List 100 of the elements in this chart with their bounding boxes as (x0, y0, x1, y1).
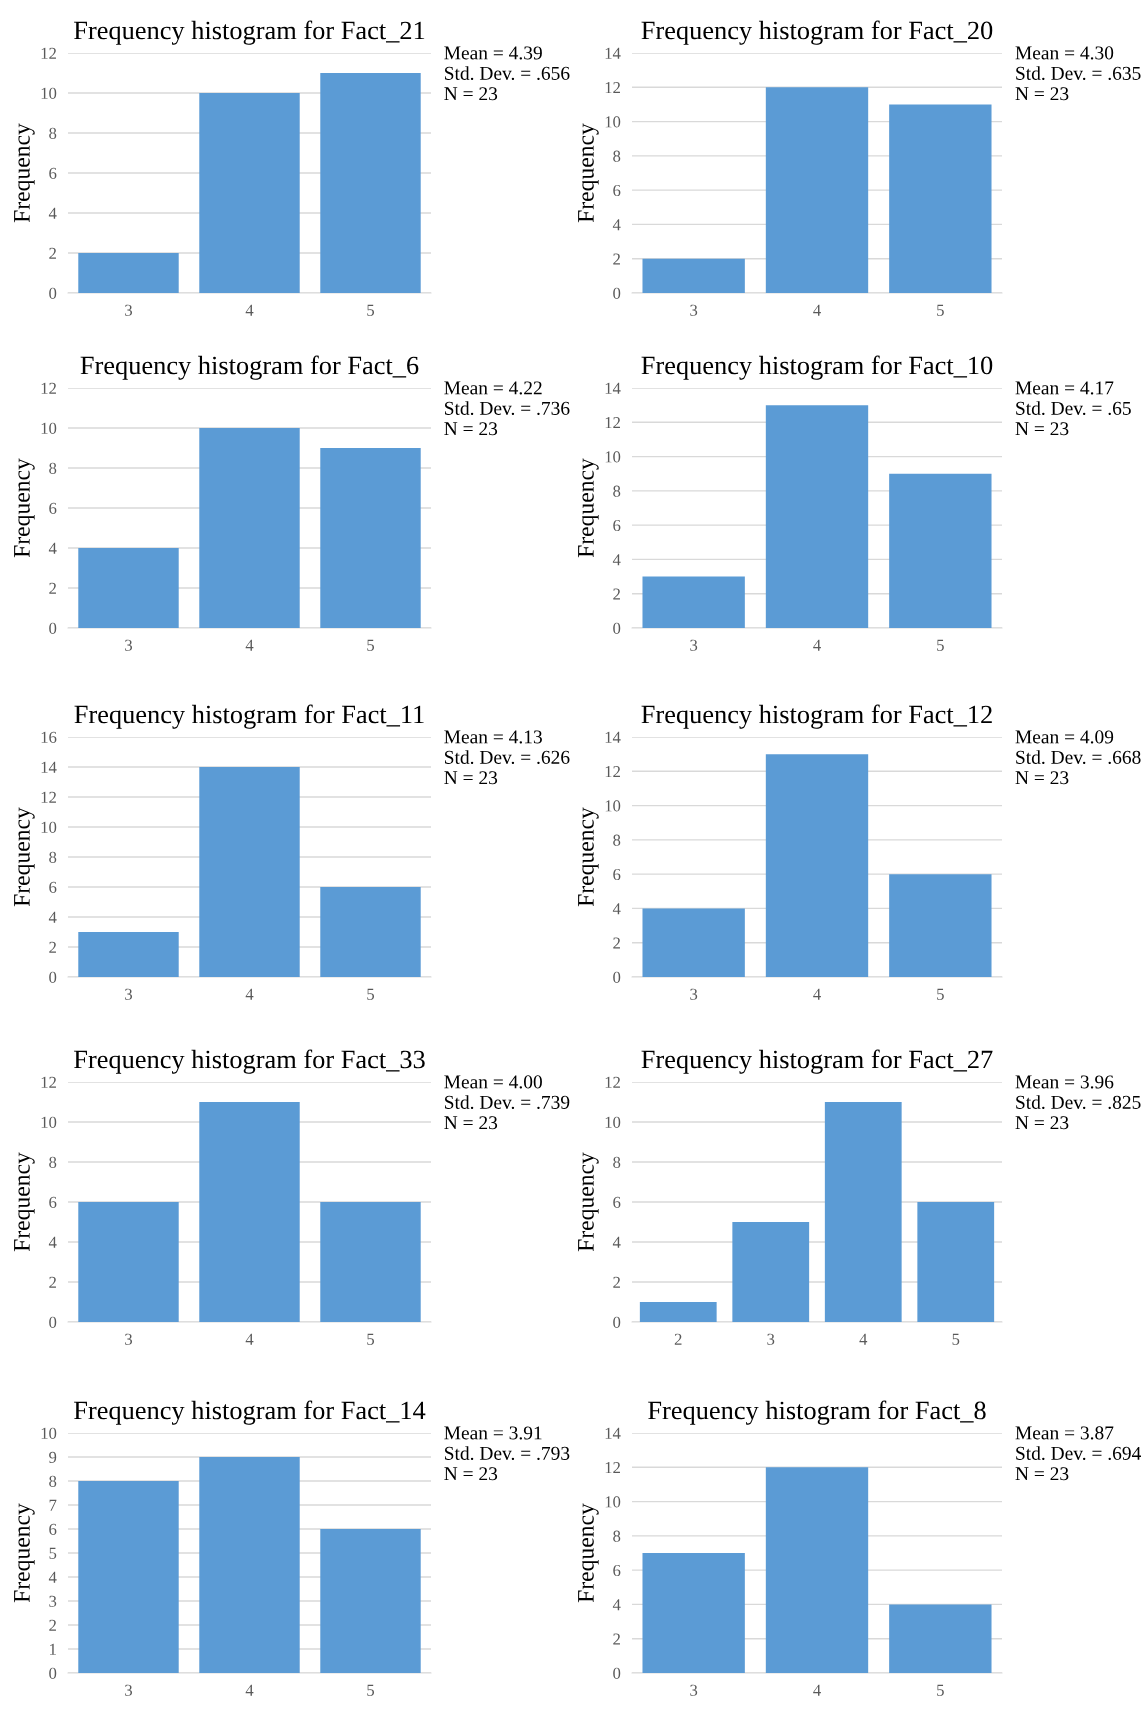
y-tick-label: 7 (49, 1499, 57, 1511)
text: Std. Dev. = .694 (1016, 1446, 1142, 1460)
y-tick-label: 6 (49, 1196, 57, 1208)
chart-title: Frequency histogram for Fact_20 (641, 20, 993, 45)
chart-title: Frequency histogram for Fact_14 (74, 1400, 426, 1425)
text: N = 23 (1015, 1116, 1069, 1130)
bar (642, 908, 745, 977)
text: Mean = 4.09 (1015, 730, 1114, 744)
bar (642, 576, 745, 628)
y-tick-label: 10 (41, 422, 57, 434)
y-tick-label: 14 (605, 47, 621, 59)
text: Mean = 3.96 (1015, 1075, 1114, 1089)
text: N = 23 (444, 422, 498, 436)
y-tick-label: 6 (613, 868, 621, 881)
y-tick-label: 10 (605, 116, 621, 128)
y-axis-title: Frequency (14, 807, 35, 907)
y-tick-label: 8 (49, 1156, 57, 1168)
text: Mean = 3.91 (444, 1426, 542, 1440)
x-tick-label: 4 (859, 1333, 868, 1345)
bar (889, 473, 992, 628)
y-axis-title: Frequency (578, 1152, 599, 1252)
chart-title: Frequency histogram for Fact_8 (648, 1400, 986, 1425)
text: Std. Dev. = .736 (445, 401, 570, 415)
text: Std. Dev. = .635 (1016, 66, 1141, 80)
chart-title: Frequency histogram for Fact_11 (74, 704, 424, 729)
text: Mean = 4.39 (444, 46, 542, 60)
y-tick-label: 10 (605, 451, 621, 463)
bar (320, 73, 421, 293)
x-tick-label: 3 (767, 1333, 775, 1345)
bar (78, 548, 179, 628)
y-tick-label: 12 (605, 766, 620, 778)
x-tick-label: 4 (813, 1684, 821, 1696)
text: N = 23 (444, 1116, 498, 1130)
text: Std. Dev. = .793 (445, 1446, 570, 1460)
y-tick-label: 12 (605, 417, 620, 429)
y-tick-label: 1 (50, 1643, 56, 1655)
x-tick-label: 4 (245, 1684, 254, 1696)
y-axis-title: Frequency (578, 458, 599, 558)
x-tick-label: 5 (367, 1684, 375, 1696)
y-tick-label: 2 (49, 1619, 56, 1631)
y-tick-label: 14 (605, 1427, 621, 1439)
text: N = 23 (1015, 771, 1069, 785)
text: Mean = 4.00 (444, 1075, 542, 1089)
y-axis-title: Frequency (578, 807, 599, 907)
y-tick-label: 16 (41, 731, 57, 743)
bar (642, 258, 745, 293)
y-tick-label: 0 (49, 1316, 57, 1328)
chart-title: Frequency histogram for Fact_21 (74, 20, 425, 45)
y-tick-label: 12 (41, 47, 56, 59)
y-tick-label: 0 (613, 1316, 621, 1328)
bar (765, 1467, 869, 1673)
y-axis-title: Frequency (14, 1503, 35, 1603)
text: Std. Dev. = .656 (445, 66, 570, 80)
text: Std. Dev. = .668 (1016, 750, 1141, 764)
bar (765, 754, 869, 977)
y-tick-label: 12 (41, 791, 56, 803)
y-tick-label: 10 (605, 1496, 621, 1508)
chart-title: Frequency histogram for Fact_33 (74, 1049, 425, 1074)
bar (78, 253, 179, 293)
y-tick-label: 2 (613, 588, 620, 600)
y-tick-label: 3 (49, 1595, 57, 1607)
y-tick-label: 14 (605, 382, 621, 394)
x-tick-label: 5 (367, 988, 375, 1000)
bar (199, 93, 300, 293)
x-tick-label: 5 (952, 1333, 960, 1345)
bar (320, 448, 421, 628)
text: N = 23 (1015, 422, 1069, 436)
x-tick-label: 4 (813, 988, 821, 1000)
y-tick-label: 2 (613, 937, 620, 949)
y-axis-title: Frequency (578, 123, 599, 223)
x-tick-label: 3 (125, 1684, 133, 1696)
bar (199, 767, 300, 977)
y-tick-label: 8 (49, 1475, 57, 1487)
y-tick-label: 8 (613, 1156, 621, 1168)
y-tick-label: 4 (48, 1571, 57, 1583)
bar (199, 1457, 300, 1673)
y-tick-label: 8 (613, 1530, 621, 1542)
bar (642, 1553, 745, 1673)
y-tick-label: 12 (605, 82, 620, 94)
y-tick-label: 6 (49, 502, 57, 514)
x-tick-label: 3 (690, 1684, 698, 1696)
y-tick-label: 14 (41, 761, 57, 773)
y-tick-label: 10 (41, 1116, 57, 1128)
y-tick-label: 4 (612, 1599, 621, 1611)
y-tick-label: 0 (613, 287, 621, 299)
bar (765, 87, 869, 293)
text: Mean = 4.30 (1015, 46, 1114, 60)
y-tick-label: 6 (613, 1196, 621, 1208)
text: Std. Dev. = .739 (445, 1095, 570, 1109)
x-tick-label: 4 (245, 639, 254, 651)
y-tick-label: 6 (49, 881, 57, 893)
bar (78, 1481, 179, 1673)
y-tick-label: 0 (613, 971, 621, 983)
y-tick-label: 6 (613, 1564, 621, 1577)
y-tick-label: 4 (48, 542, 57, 554)
y-tick-label: 6 (49, 167, 57, 179)
y-tick-label: 8 (49, 851, 57, 863)
y-tick-label: 5 (49, 1547, 57, 1559)
text: Mean = 4.13 (444, 730, 542, 744)
bar (917, 1202, 995, 1322)
